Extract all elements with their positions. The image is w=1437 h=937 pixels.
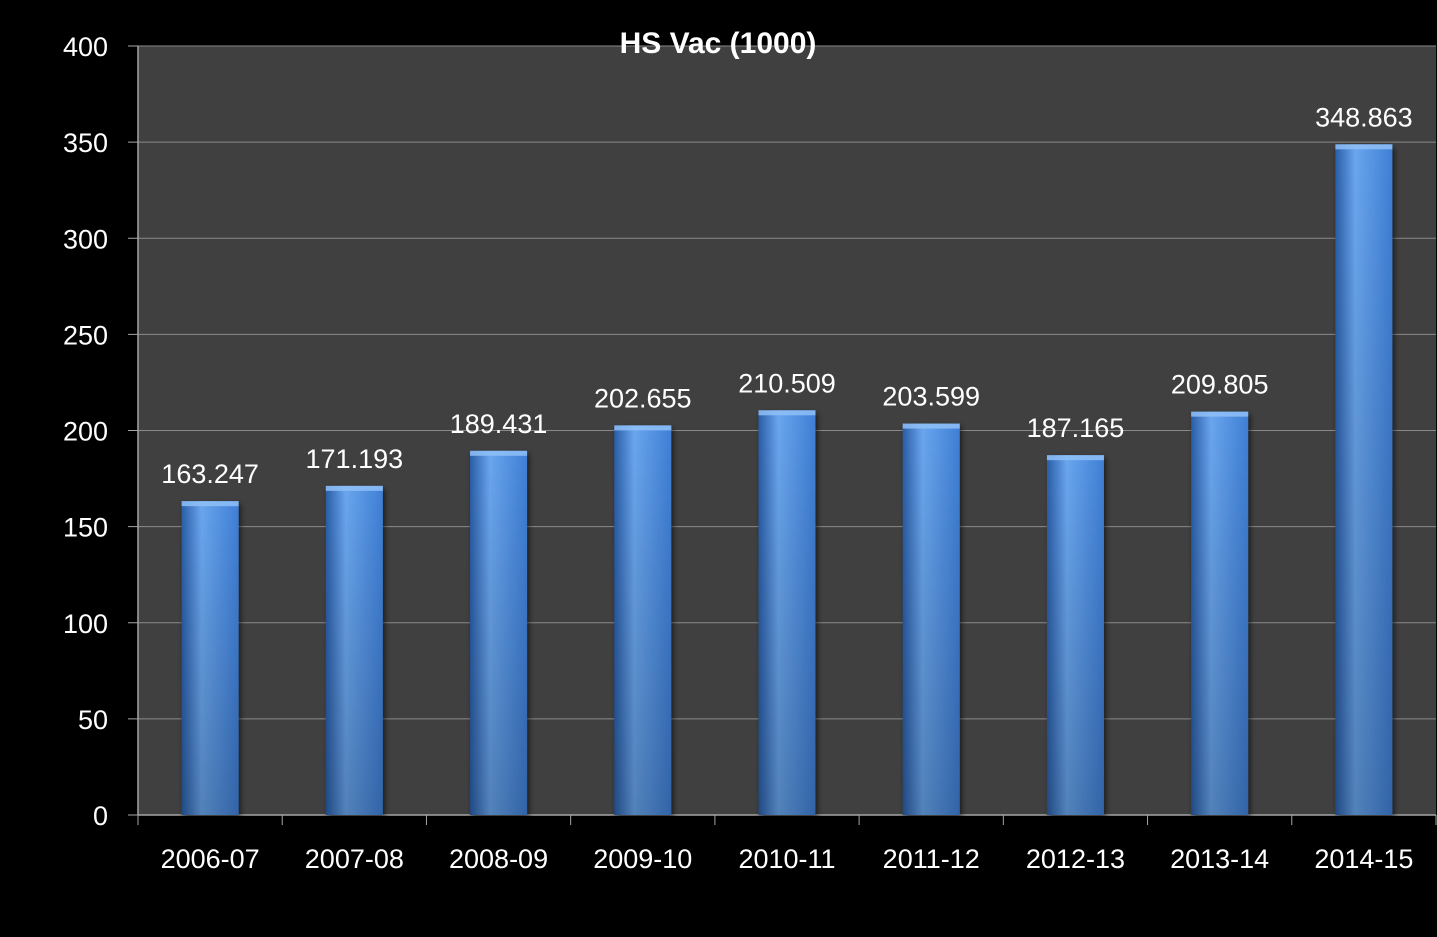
data-label: 210.509 [738, 368, 836, 398]
data-label: 187.165 [1027, 413, 1125, 443]
bar-top-bevel [758, 410, 816, 416]
x-tick-label: 2011-12 [883, 844, 980, 874]
bar-group [902, 423, 960, 815]
bar-top-bevel [1046, 455, 1104, 461]
bar-shade [470, 450, 528, 815]
y-tick-label: 300 [63, 224, 108, 254]
y-tick-label: 400 [63, 32, 108, 62]
bar-top-bevel [470, 450, 528, 456]
bars [181, 144, 1393, 815]
data-labels: 163.247 171.193 189.431 202.655 210.509 203.5… [161, 102, 1412, 489]
bar-top-bevel [1191, 411, 1249, 417]
data-label: 203.599 [882, 382, 980, 412]
bar-group [325, 485, 383, 815]
bar-group [758, 410, 816, 815]
x-tick-label: 2010-11 [738, 844, 835, 874]
bar-shade [325, 485, 383, 815]
y-tick-label: 150 [63, 513, 108, 543]
y-tick-label: 250 [63, 320, 108, 350]
bar-shade [181, 501, 239, 815]
x-tick-label: 2009-10 [593, 844, 692, 874]
x-tick-label: 2014-15 [1314, 844, 1413, 874]
bar-shade [614, 425, 672, 815]
y-tick-label: 0 [93, 801, 108, 831]
y-tick-label: 50 [78, 705, 108, 735]
data-label: 348.863 [1315, 102, 1413, 132]
x-tick-label: 2007-08 [305, 844, 404, 874]
bar-group [1046, 455, 1104, 815]
data-label: 171.193 [306, 444, 404, 474]
bar-top-bevel [1335, 144, 1393, 150]
x-tick-label: 2008-09 [449, 844, 548, 874]
x-tick-label: 2006-07 [161, 844, 260, 874]
data-label: 189.431 [450, 409, 548, 439]
bar-top-bevel [902, 423, 960, 429]
bar-group [181, 501, 239, 815]
bar-shade [902, 423, 960, 815]
bar-group [1335, 144, 1393, 815]
data-label: 163.247 [161, 459, 259, 489]
bar-shade [1335, 144, 1393, 815]
x-tick-label: 2012-13 [1026, 844, 1125, 874]
chart-title: HS Vac (1000) [620, 27, 817, 60]
bar-shade [758, 410, 816, 815]
bar-group [1191, 411, 1249, 815]
bar-top-bevel [181, 501, 239, 507]
bar-top-bevel [325, 485, 383, 491]
bar-group [470, 450, 528, 815]
data-label: 209.805 [1171, 370, 1269, 400]
y-tick-label: 200 [63, 417, 108, 447]
data-label: 202.655 [594, 383, 692, 413]
x-tick-label: 2013-14 [1170, 844, 1269, 874]
y-tick-label: 350 [63, 128, 108, 158]
bar-group [614, 425, 672, 815]
bar-shade [1046, 455, 1104, 815]
bar-top-bevel [614, 425, 672, 431]
bar-shade [1191, 411, 1249, 815]
y-tick-label: 100 [63, 609, 108, 639]
